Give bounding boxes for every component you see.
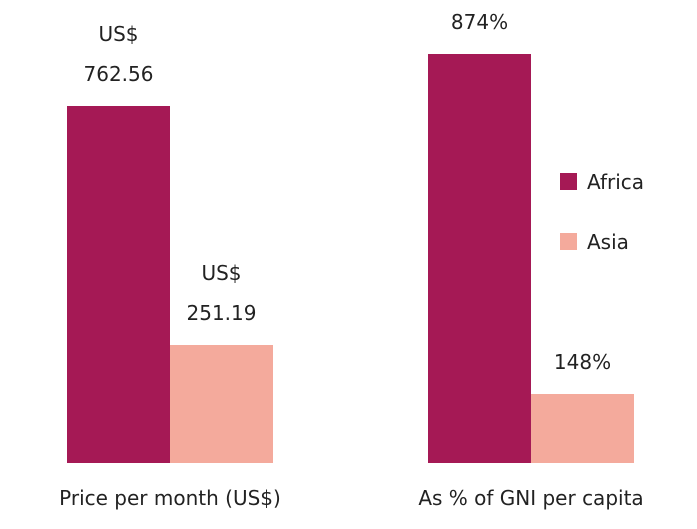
legend-label: Africa xyxy=(587,170,645,194)
value-label: US$ 251.19 xyxy=(186,261,257,326)
category-label: Price per month (US$) xyxy=(59,486,281,510)
value-label: US$ 762.56 xyxy=(83,22,154,87)
bar xyxy=(170,345,273,463)
value-label: 874% xyxy=(450,9,509,34)
legend-swatch xyxy=(560,233,577,250)
bar xyxy=(531,393,634,463)
value-label: 148% xyxy=(553,349,612,374)
bar xyxy=(428,53,531,463)
legend-swatch xyxy=(560,173,577,190)
legend-label: Asia xyxy=(587,230,629,254)
category-label: As % of GNI per capita xyxy=(418,486,644,510)
bar xyxy=(67,106,170,463)
